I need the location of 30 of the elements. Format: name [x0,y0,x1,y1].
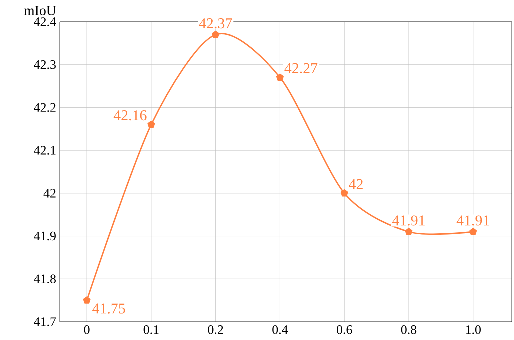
x-tick-label: 0.1 [144,326,159,334]
data-label: 42.16 [114,110,147,121]
data-label: 42 [349,179,363,190]
y-axis-title: mIoU [24,6,56,16]
y-tick-label: 42.4 [34,18,56,26]
x-tick-label: 0.2 [208,326,224,334]
y-tick-label: 42.1 [34,146,56,155]
y-tick-label: 42.2 [34,103,56,112]
point [212,30,220,38]
data-label: 42.37 [199,18,232,29]
data-label: 42.27 [284,63,318,74]
x-tick-label: 0.6 [337,326,352,334]
y-tick-label: 41.7 [34,318,56,326]
point [276,74,284,81]
point [470,228,478,236]
x-tick-label: 0.4 [272,326,288,334]
point [148,120,156,128]
data-label: 41.75 [92,304,126,314]
y-tick-label: 41.8 [34,274,56,284]
x-tick-label: 0.8 [401,326,417,334]
x-tick-label: 0 [84,326,90,334]
y-tick-label: 41.9 [34,232,56,241]
point [83,296,91,304]
x-tick-label: 1.0 [466,326,481,334]
y-tick-label: 42 [44,189,56,198]
point [340,190,348,197]
data-label: 41.91 [392,216,425,226]
point [405,228,413,236]
y-tick-label: 42.3 [34,60,56,70]
data-label: 41.91 [456,216,490,226]
